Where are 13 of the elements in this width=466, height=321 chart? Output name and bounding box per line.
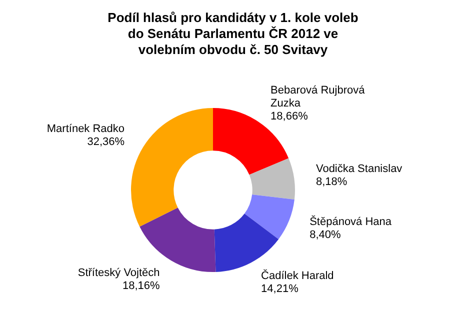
data-label: 18,66% xyxy=(270,110,308,122)
data-label: 8,18% xyxy=(316,176,348,188)
slice-label: Martínek Radko xyxy=(46,122,125,135)
chart-title: Podíl hlasů pro kandidáty v 1. kole voleb do Senátu Parlamentu ČR 2012 ve volebním obvodu č. 50 Svitavy xyxy=(106,10,360,58)
slice-label: Bebarová Rujbrová Zuzka xyxy=(270,84,366,110)
data-label: 18,16% xyxy=(122,280,160,292)
data-label: 14,21% xyxy=(261,282,299,295)
slice-label: Stříteský Vojtěch xyxy=(78,266,160,279)
data-label: 32,36% xyxy=(87,136,125,148)
data-label: 8,40% xyxy=(310,229,341,242)
slice-label: Štěpánová Hana xyxy=(310,215,392,228)
slice-label: Vodička Stanislav xyxy=(316,162,403,175)
slice-label: Čadílek Harald xyxy=(261,268,334,282)
